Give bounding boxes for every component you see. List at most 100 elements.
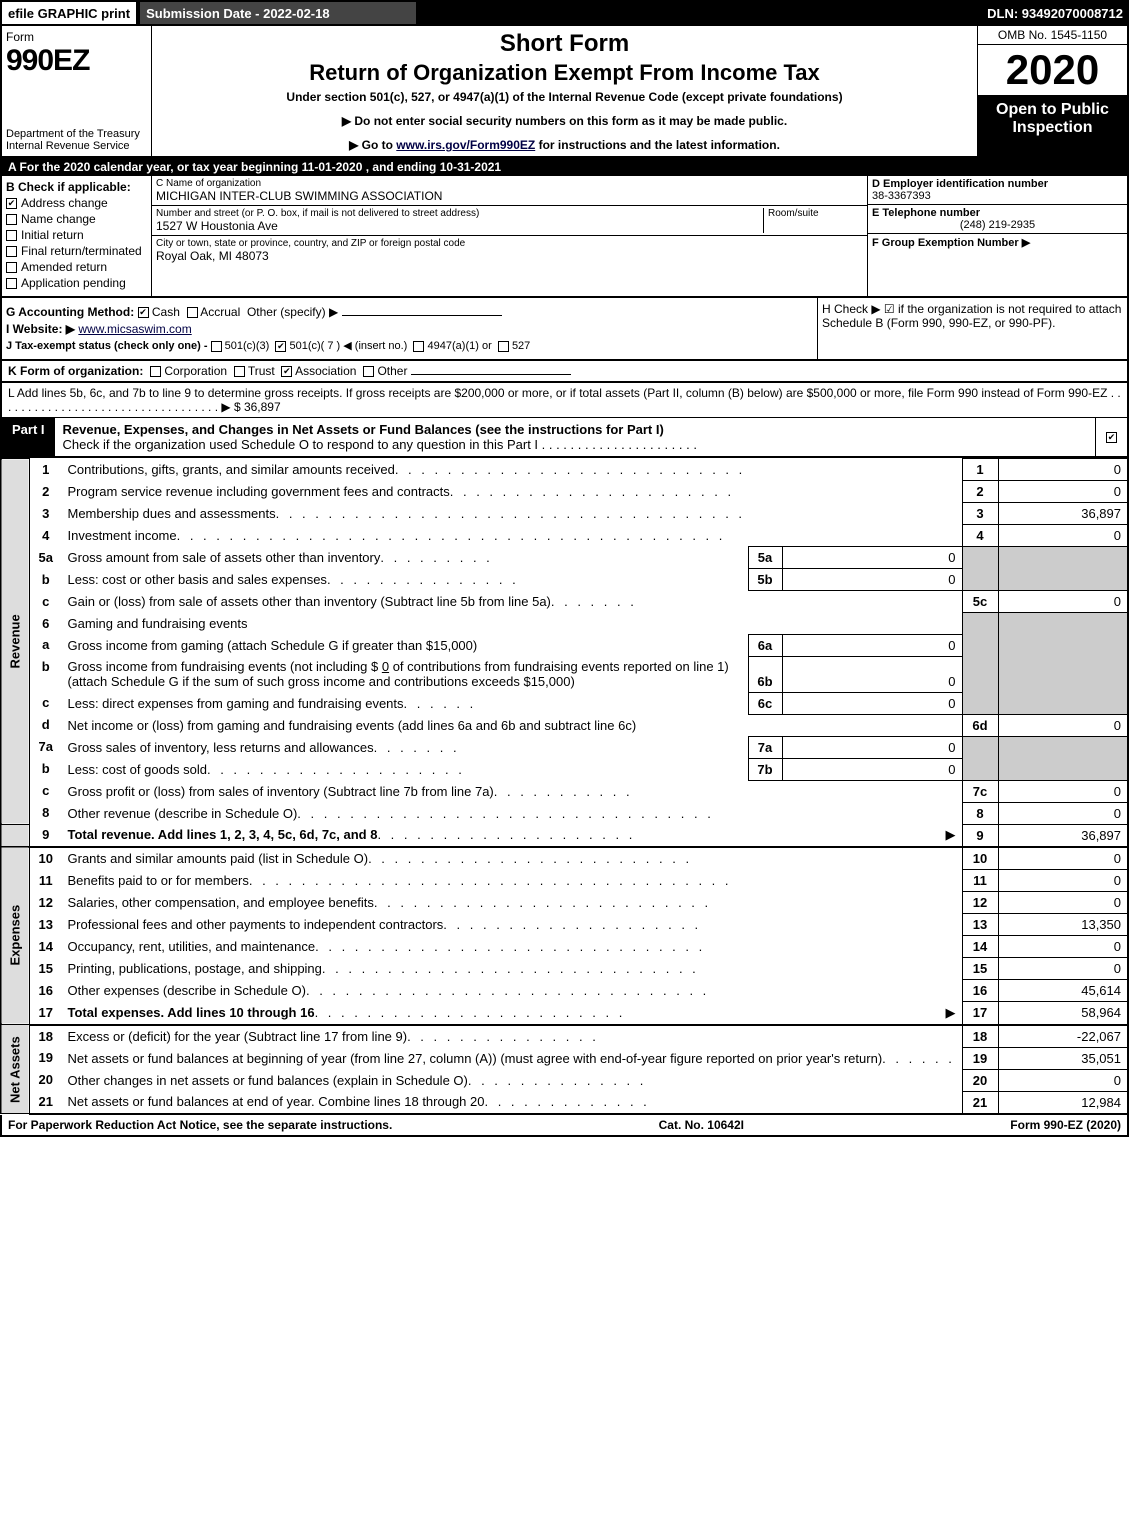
- l15-desc: Printing, publications, postage, and shi…: [68, 961, 322, 976]
- ein-value: 38-3367393: [872, 190, 1123, 202]
- l15-ref: 15: [962, 958, 998, 980]
- chk-4947[interactable]: [413, 341, 424, 352]
- ln-18: 18: [30, 1025, 62, 1048]
- l6a-desc: Gross income from gaming (attach Schedul…: [68, 638, 478, 653]
- check-icon: ✔: [6, 198, 17, 209]
- ln-6a: a: [30, 634, 62, 656]
- l3-desc: Membership dues and assessments: [68, 506, 276, 521]
- chk-other[interactable]: [363, 366, 374, 377]
- ln-11: 11: [30, 870, 62, 892]
- ln-13: 13: [30, 914, 62, 936]
- l7c-ref: 7c: [962, 780, 998, 802]
- check-icon: ✔: [1106, 432, 1117, 443]
- l3-ref: 3: [962, 503, 998, 525]
- l11-desc: Benefits paid to or for members: [68, 873, 249, 888]
- form-title: Short Form: [160, 30, 969, 58]
- chk-application-pending[interactable]: Application pending: [6, 276, 147, 290]
- chk-corporation[interactable]: [150, 366, 161, 377]
- ln-15: 15: [30, 958, 62, 980]
- irs-instructions-link[interactable]: www.irs.gov/Form990EZ: [396, 138, 535, 152]
- city-value: Royal Oak, MI 48073: [156, 249, 465, 263]
- other-method-input[interactable]: [342, 315, 502, 316]
- opt-501c: 501(c)( 7 ) ◀ (insert no.): [289, 340, 407, 352]
- l1-desc: Contributions, gifts, grants, and simila…: [68, 462, 395, 477]
- l16-ref: 16: [962, 980, 998, 1002]
- k-trust: Trust: [248, 364, 275, 378]
- expenses-side-label: Expenses: [1, 847, 30, 1025]
- l-text: L Add lines 5b, 6c, and 7b to line 9 to …: [8, 386, 1121, 414]
- l6a-sub-val: 0: [782, 634, 962, 656]
- chk-association[interactable]: ✔: [281, 366, 292, 377]
- l20-desc: Other changes in net assets or fund bala…: [68, 1073, 468, 1088]
- chk-527[interactable]: [498, 341, 509, 352]
- phone-label: E Telephone number: [872, 207, 1123, 219]
- k-corp: Corporation: [164, 364, 227, 378]
- form-header: Form 990EZ Department of the Treasury In…: [0, 26, 1129, 158]
- header-right: OMB No. 1545-1150 2020 Open to Public In…: [977, 26, 1127, 156]
- ln-7c: c: [30, 780, 62, 802]
- website-link[interactable]: www.micsaswim.com: [78, 322, 191, 336]
- form-number: 990EZ: [6, 44, 147, 78]
- checkbox-icon: [6, 278, 17, 289]
- net-assets-side-label: Net Assets: [1, 1025, 30, 1114]
- l7b-sub-ref: 7b: [748, 758, 782, 780]
- l15-val: 0: [998, 958, 1128, 980]
- ssn-warning: ▶ Do not enter social security numbers o…: [160, 114, 969, 128]
- street-value: 1527 W Houstonia Ave: [156, 219, 763, 233]
- ln-6c: c: [30, 692, 62, 714]
- chk-accrual[interactable]: [187, 307, 198, 318]
- line-a-tax-year: A For the 2020 calendar year, or tax yea…: [0, 158, 1129, 176]
- chk-label: Final return/terminated: [21, 244, 142, 258]
- l14-desc: Occupancy, rent, utilities, and maintena…: [68, 939, 316, 954]
- chk-initial-return[interactable]: Initial return: [6, 228, 147, 242]
- ln-2: 2: [30, 481, 62, 503]
- k-other-input[interactable]: [411, 374, 571, 375]
- l5c-desc: Gain or (loss) from sale of assets other…: [68, 594, 551, 609]
- chk-name-change[interactable]: Name change: [6, 212, 147, 226]
- chk-label: Initial return: [21, 228, 84, 242]
- chk-cash[interactable]: ✔: [138, 307, 149, 318]
- arrow-icon: [946, 1005, 956, 1021]
- l5c-ref: 5c: [962, 591, 998, 613]
- l9-val: 36,897: [998, 824, 1128, 847]
- shade-cell: [962, 736, 998, 780]
- chk-trust[interactable]: [234, 366, 245, 377]
- part1-table: Revenue 1 Contributions, gifts, grants, …: [0, 458, 1129, 1115]
- chk-501c3[interactable]: [211, 341, 222, 352]
- org-name-value: MICHIGAN INTER-CLUB SWIMMING ASSOCIATION: [156, 189, 863, 203]
- l7b-desc: Less: cost of goods sold: [68, 762, 207, 777]
- l9-ref: 9: [962, 824, 998, 847]
- l19-ref: 19: [962, 1047, 998, 1069]
- part1-title: Revenue, Expenses, and Changes in Net As…: [63, 422, 664, 437]
- l6-desc: Gaming and fundraising events: [68, 616, 248, 631]
- l13-desc: Professional fees and other payments to …: [68, 917, 444, 932]
- l18-desc: Excess or (deficit) for the year (Subtra…: [68, 1029, 408, 1044]
- accounting-method-label: G Accounting Method:: [6, 305, 134, 319]
- chk-amended-return[interactable]: Amended return: [6, 260, 147, 274]
- checkbox-icon: [6, 230, 17, 241]
- part1-checkbox[interactable]: ✔: [1095, 418, 1127, 456]
- l4-desc: Investment income: [68, 528, 177, 543]
- chk-label: Application pending: [21, 276, 126, 290]
- l1-ref: 1: [962, 459, 998, 481]
- chk-address-change[interactable]: ✔ Address change: [6, 196, 147, 210]
- section-b: B Check if applicable: ✔Address change N…: [2, 176, 152, 296]
- l5a-sub-ref: 5a: [748, 547, 782, 569]
- section-k: K Form of organization: Corporation Trus…: [0, 361, 1129, 383]
- topbar-spacer: [418, 0, 981, 26]
- ln-17: 17: [30, 1002, 62, 1025]
- org-name-label: C Name of organization: [156, 178, 863, 189]
- ln-16: 16: [30, 980, 62, 1002]
- checkbox-icon: [6, 214, 17, 225]
- department-label: Department of the Treasury Internal Reve…: [6, 128, 147, 152]
- l6c-desc: Less: direct expenses from gaming and fu…: [68, 696, 404, 711]
- chk-label: Address change: [21, 196, 108, 210]
- l12-val: 0: [998, 892, 1128, 914]
- l2-desc: Program service revenue including govern…: [68, 484, 450, 499]
- chk-501c[interactable]: ✔: [275, 341, 286, 352]
- ln-9: 9: [30, 824, 62, 847]
- line-i: I Website: ▶ www.micsaswim.com: [6, 322, 813, 336]
- chk-final-return[interactable]: Final return/terminated: [6, 244, 147, 258]
- efile-print-button[interactable]: efile GRAPHIC print: [0, 0, 138, 26]
- l17-val: 58,964: [998, 1002, 1128, 1025]
